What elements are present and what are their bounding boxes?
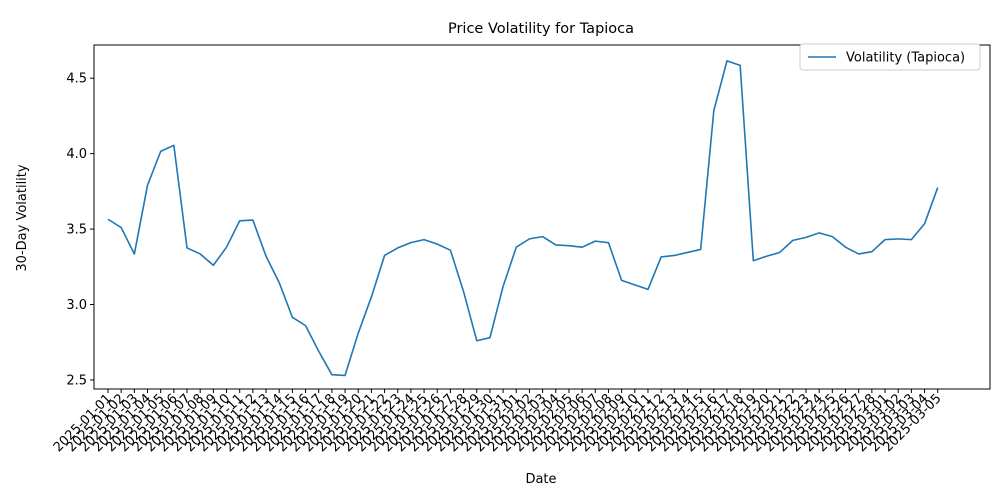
- y-tick-label: 2.5: [66, 373, 87, 388]
- y-axis-label: 30-Day Volatility: [15, 164, 30, 271]
- y-tick-label: 4.5: [66, 72, 87, 87]
- legend-box: [799, 43, 981, 71]
- legend-label: Volatility (Tapioca): [846, 51, 965, 66]
- y-axis: 2.5 3.0 3.5 4.0 4.5: [66, 72, 94, 388]
- legend: Volatility (Tapioca): [799, 43, 981, 71]
- plot-frame: [93, 44, 991, 390]
- x-axis: 2025-01-012025-01-022025-01-032025-01-04…: [51, 389, 945, 455]
- y-tick-label: 3.0: [66, 298, 87, 313]
- x-axis-label: Date: [525, 472, 556, 487]
- chart-title: Price Volatility for Tapioca: [448, 21, 634, 37]
- y-tick-label: 4.0: [66, 147, 87, 162]
- y-tick-label: 3.5: [66, 223, 87, 238]
- series-line-volatility: [107, 60, 939, 377]
